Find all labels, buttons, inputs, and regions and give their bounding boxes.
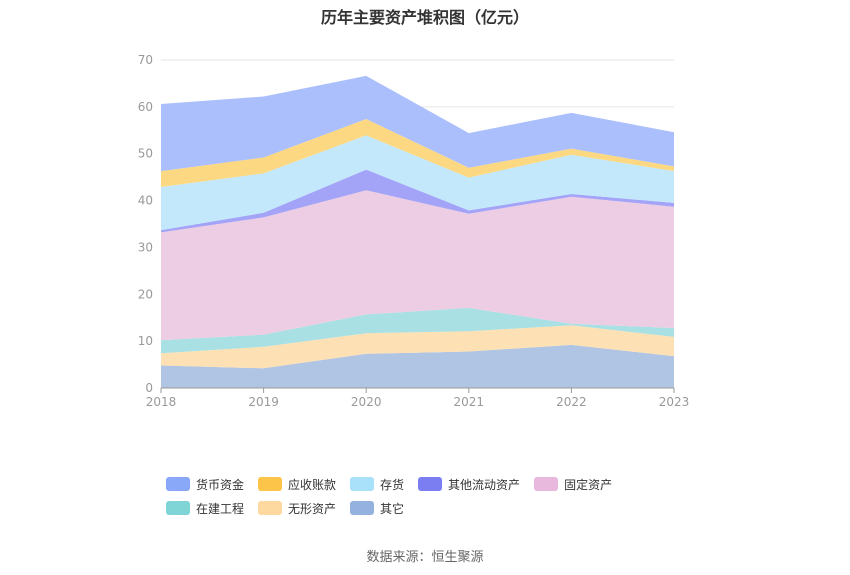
legend-swatch	[418, 477, 443, 491]
area-series	[161, 135, 674, 231]
legend-swatch	[350, 477, 375, 491]
area-series	[161, 325, 674, 369]
legend-swatch	[166, 477, 190, 491]
legend-label: 其它	[380, 501, 405, 516]
legend-item[interactable]: 无形资产	[258, 496, 336, 520]
legend-item[interactable]: 固定资产	[534, 472, 612, 496]
x-tick-label: 2018	[146, 395, 177, 409]
area-series	[161, 119, 674, 187]
y-tick-label: 0	[145, 381, 153, 395]
legend-item[interactable]: 存货	[350, 472, 404, 496]
legend-label: 在建工程	[196, 501, 245, 516]
legend-item[interactable]: 货币资金	[166, 472, 244, 496]
legend-item[interactable]: 其他流动资产	[418, 472, 520, 496]
area-series	[161, 190, 674, 341]
area-series	[161, 169, 674, 233]
legend-label: 存货	[380, 477, 405, 492]
legend-swatch	[258, 501, 283, 515]
legend-item[interactable]: 在建工程	[166, 496, 244, 520]
legend-swatch	[534, 477, 559, 491]
x-tick-label: 2019	[248, 395, 279, 409]
legend-label: 其他流动资产	[448, 477, 521, 492]
legend-item[interactable]: 应收账款	[258, 472, 336, 496]
legend-swatch	[350, 501, 375, 515]
y-tick-label: 50	[138, 147, 153, 161]
legend-label: 货币资金	[196, 477, 245, 492]
x-tick-label: 2023	[659, 395, 690, 409]
area-series	[161, 75, 674, 172]
chart-title: 历年主要资产堆积图（亿元）	[320, 8, 529, 27]
y-tick-label: 60	[138, 100, 153, 114]
x-tick-label: 2021	[454, 395, 485, 409]
x-tick-label: 2020	[351, 395, 382, 409]
legend-swatch	[166, 501, 190, 515]
legend-item[interactable]: 其它	[350, 496, 404, 520]
chart-legend: 货币资金 应收账款 存货 其他流动资产 固定资产在建工程 无形资产 其它	[166, 472, 706, 520]
legend-label: 固定资产	[564, 477, 613, 492]
stacked-area-chart: 0 10 20 30 40 50 60 70 2018 2019 2020 2021 2022 2023	[138, 53, 690, 409]
area-series	[161, 307, 674, 354]
legend-swatch	[258, 477, 283, 491]
y-tick-label: 40	[138, 194, 153, 208]
y-tick-label: 20	[138, 287, 153, 301]
data-source: 数据来源：恒生聚源	[366, 550, 484, 565]
y-tick-label: 10	[138, 334, 153, 348]
area-series	[161, 344, 674, 388]
y-tick-label: 70	[138, 53, 153, 67]
legend-label: 应收账款	[288, 477, 337, 492]
y-tick-label: 30	[138, 240, 153, 254]
legend-label: 无形资产	[288, 501, 337, 516]
x-tick-label: 2022	[556, 395, 587, 409]
